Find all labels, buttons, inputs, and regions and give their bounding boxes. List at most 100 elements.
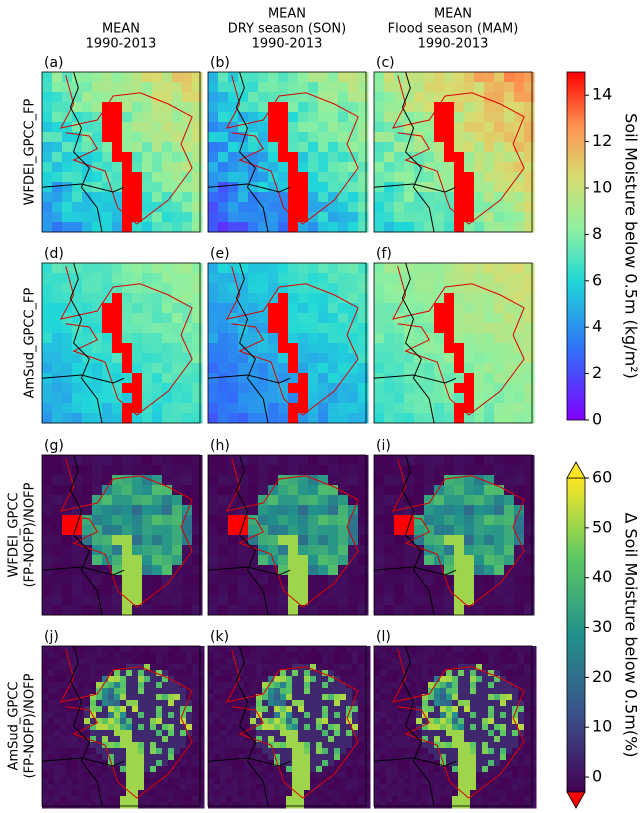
map-cell: [452, 790, 459, 797]
map-cell: [172, 132, 183, 143]
map-cell: [348, 222, 359, 233]
map-cell: [386, 742, 393, 749]
map-cell: [228, 222, 239, 233]
map-cell: [334, 682, 341, 689]
map-cell: [322, 796, 329, 803]
map-cell: [364, 658, 371, 665]
map-cell: [180, 718, 187, 725]
map-cell: [180, 712, 187, 719]
map-cell: [72, 646, 79, 653]
map-cell: [454, 303, 465, 314]
map-cell: [394, 222, 405, 233]
map-cell: [92, 495, 103, 506]
map-cell: [364, 694, 371, 701]
map-cell: [256, 778, 263, 785]
map-cell: [452, 784, 459, 791]
basin-outline: [392, 266, 525, 416]
map-cell: [514, 112, 525, 123]
map-cell: [232, 730, 239, 737]
map-cell: [524, 393, 535, 404]
map-cell: [288, 142, 299, 153]
map-cell: [292, 796, 299, 803]
map-cell: [256, 664, 263, 671]
map-cell: [102, 323, 113, 334]
map-cell: [424, 525, 435, 536]
map-cell: [358, 694, 365, 701]
map-cell: [150, 784, 157, 791]
map-cell: [150, 736, 157, 743]
map-cell: [348, 212, 359, 223]
map-cell: [238, 112, 249, 123]
map-cell: [328, 162, 339, 173]
map-cell: [286, 760, 293, 767]
map-cell: [238, 595, 249, 606]
map-cell: [386, 724, 393, 731]
map-cell: [484, 273, 495, 284]
map-cell: [328, 748, 335, 755]
map-cell: [182, 323, 193, 334]
map-cell: [172, 525, 183, 536]
map-cell: [424, 413, 435, 424]
map-cell: [102, 82, 113, 93]
map-cell: [156, 700, 163, 707]
map-cell: [138, 688, 145, 695]
map-cell: [232, 688, 239, 695]
map-cell: [484, 585, 495, 596]
map-cell: [138, 682, 145, 689]
map-cell: [318, 112, 329, 123]
map-cell: [108, 718, 115, 725]
map-cell: [162, 323, 173, 334]
map-cell: [308, 413, 319, 424]
map-cell: [316, 646, 323, 653]
map-cell: [482, 724, 489, 731]
map-cell: [42, 575, 53, 586]
map-cell: [258, 313, 269, 324]
map-cell: [298, 575, 309, 586]
map-cell: [386, 658, 393, 665]
map-cell: [244, 790, 251, 797]
map-cell: [404, 736, 411, 743]
map-cell: [52, 293, 63, 304]
map-cell: [340, 700, 347, 707]
map-cell: [454, 535, 465, 546]
map-cell: [172, 413, 183, 424]
map-cell: [198, 784, 205, 791]
map-cell: [112, 162, 123, 173]
map-cell: [524, 605, 535, 616]
map-cell: [258, 102, 269, 113]
map-cell: [444, 413, 455, 424]
map-cell: [434, 393, 445, 404]
map-cell: [60, 778, 67, 785]
map-cell: [384, 212, 395, 223]
map-cell: [192, 152, 203, 163]
map-cell: [238, 413, 249, 424]
map-cell: [494, 112, 505, 123]
map-cell: [318, 132, 329, 143]
map-cell: [392, 742, 399, 749]
map-cell: [530, 652, 537, 659]
map-cell: [156, 676, 163, 683]
map-cell: [470, 700, 477, 707]
map-cell: [298, 754, 305, 761]
map-cell: [144, 718, 151, 725]
map-cell: [394, 535, 405, 546]
map-cell: [398, 670, 405, 677]
map-cell: [288, 102, 299, 113]
map-cell: [54, 694, 61, 701]
map-cell: [248, 343, 259, 354]
map-cell: [208, 766, 215, 773]
map-cell: [322, 718, 329, 725]
map-cell: [488, 664, 495, 671]
map-cell: [374, 646, 381, 653]
map-cell: [174, 742, 181, 749]
map-cell: [72, 742, 79, 749]
map-cell: [358, 172, 369, 183]
map-cell: [138, 676, 145, 683]
map-cell: [172, 162, 183, 173]
map-cell: [278, 545, 289, 556]
map-cell: [144, 754, 151, 761]
map-cell: [180, 748, 187, 755]
map-cell: [122, 323, 133, 334]
map-cell: [268, 658, 275, 665]
map-cell: [488, 712, 495, 719]
